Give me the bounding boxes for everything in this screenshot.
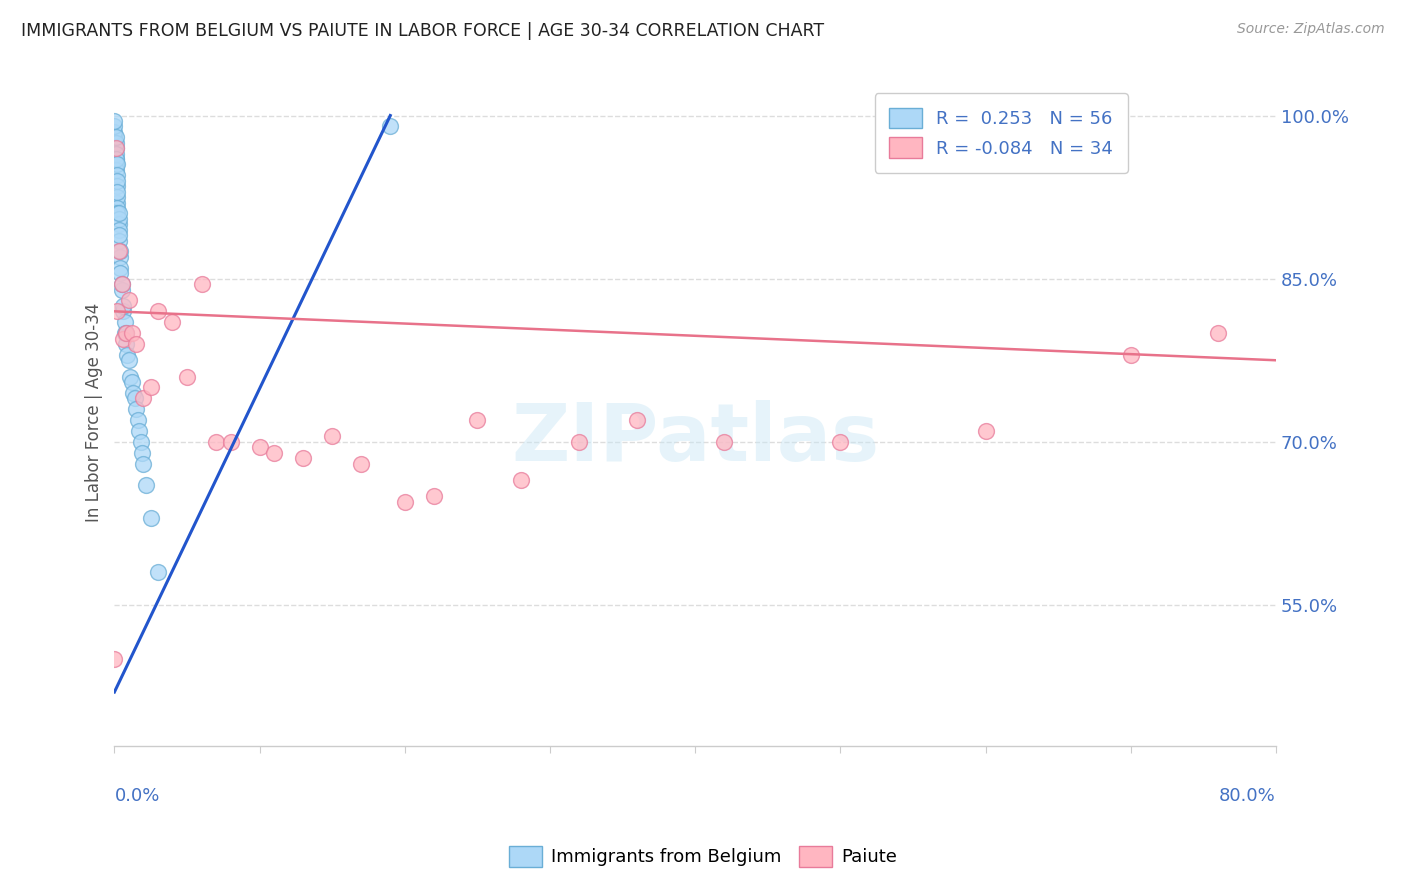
Point bbox=[104, 152, 127, 166]
Point bbox=[107, 211, 129, 226]
Point bbox=[423, 489, 446, 503]
Point bbox=[112, 331, 135, 345]
Point bbox=[111, 283, 134, 297]
Point bbox=[129, 434, 152, 449]
Point bbox=[135, 478, 157, 492]
Point bbox=[713, 434, 735, 449]
Point bbox=[104, 130, 127, 145]
Point bbox=[105, 304, 128, 318]
Point bbox=[110, 244, 132, 259]
Legend: R =  0.253   N = 56, R = -0.084   N = 34: R = 0.253 N = 56, R = -0.084 N = 34 bbox=[875, 93, 1128, 173]
Point bbox=[249, 440, 271, 454]
Point bbox=[125, 402, 148, 417]
Point bbox=[110, 266, 132, 280]
Point bbox=[107, 244, 129, 259]
Point bbox=[104, 157, 127, 171]
Point bbox=[131, 446, 153, 460]
Point bbox=[107, 217, 129, 231]
Point bbox=[104, 162, 127, 177]
Text: Source: ZipAtlas.com: Source: ZipAtlas.com bbox=[1237, 22, 1385, 37]
Point bbox=[115, 337, 138, 351]
Point bbox=[205, 434, 228, 449]
Point bbox=[105, 174, 128, 188]
Point bbox=[107, 206, 129, 220]
Point bbox=[104, 141, 127, 155]
Point bbox=[380, 120, 402, 134]
Point bbox=[626, 413, 648, 427]
Point bbox=[103, 120, 125, 134]
Text: 0.0%: 0.0% bbox=[114, 787, 160, 805]
Point bbox=[103, 114, 125, 128]
Point bbox=[139, 511, 162, 525]
Point bbox=[105, 201, 128, 215]
Point bbox=[124, 392, 146, 406]
Point bbox=[114, 326, 136, 340]
Point bbox=[830, 434, 852, 449]
Point bbox=[104, 141, 127, 155]
Point bbox=[114, 315, 136, 329]
Point bbox=[350, 457, 373, 471]
Point bbox=[132, 457, 155, 471]
Point bbox=[510, 473, 533, 487]
Point bbox=[125, 337, 148, 351]
Point bbox=[292, 451, 315, 466]
Point bbox=[120, 369, 142, 384]
Point bbox=[128, 424, 150, 438]
Point bbox=[139, 380, 162, 394]
Point bbox=[146, 304, 169, 318]
Point bbox=[121, 326, 143, 340]
Point bbox=[107, 234, 129, 248]
Point bbox=[105, 190, 128, 204]
Point bbox=[110, 260, 132, 275]
Point bbox=[104, 136, 127, 150]
Point bbox=[103, 652, 125, 666]
Legend: Immigrants from Belgium, Paiute: Immigrants from Belgium, Paiute bbox=[502, 838, 904, 874]
Point bbox=[111, 277, 134, 292]
Point bbox=[162, 315, 184, 329]
Point bbox=[107, 228, 129, 243]
Point bbox=[115, 326, 138, 340]
Point bbox=[117, 348, 139, 362]
Point bbox=[104, 152, 127, 166]
Point bbox=[263, 446, 285, 460]
Point bbox=[115, 326, 138, 340]
Point bbox=[105, 169, 128, 183]
Point bbox=[104, 146, 127, 161]
Point bbox=[107, 223, 129, 237]
Point bbox=[219, 434, 242, 449]
Text: 80.0%: 80.0% bbox=[1219, 787, 1277, 805]
Point bbox=[176, 369, 198, 384]
Point bbox=[105, 179, 128, 194]
Point bbox=[146, 566, 169, 580]
Point bbox=[105, 195, 128, 210]
Point bbox=[103, 125, 125, 139]
Point bbox=[105, 185, 128, 199]
Point bbox=[1206, 326, 1229, 340]
Text: IMMIGRANTS FROM BELGIUM VS PAIUTE IN LABOR FORCE | AGE 30-34 CORRELATION CHART: IMMIGRANTS FROM BELGIUM VS PAIUTE IN LAB… bbox=[21, 22, 824, 40]
Point bbox=[974, 424, 997, 438]
Point bbox=[190, 277, 212, 292]
Point bbox=[122, 385, 145, 400]
Point bbox=[105, 206, 128, 220]
Point bbox=[111, 277, 134, 292]
Point bbox=[1119, 348, 1142, 362]
Point bbox=[467, 413, 489, 427]
Point bbox=[103, 130, 125, 145]
Point bbox=[121, 375, 143, 389]
Point bbox=[112, 304, 135, 318]
Point bbox=[110, 250, 132, 264]
Point bbox=[394, 494, 416, 508]
Point bbox=[321, 429, 343, 443]
Point bbox=[118, 353, 141, 368]
Point bbox=[118, 293, 141, 308]
Point bbox=[103, 136, 125, 150]
Point bbox=[132, 392, 155, 406]
Point bbox=[105, 157, 128, 171]
Point bbox=[568, 434, 591, 449]
Text: ZIPatlas: ZIPatlas bbox=[510, 400, 879, 478]
Point bbox=[112, 299, 135, 313]
Y-axis label: In Labor Force | Age 30-34: In Labor Force | Age 30-34 bbox=[86, 302, 103, 522]
Point bbox=[127, 413, 149, 427]
